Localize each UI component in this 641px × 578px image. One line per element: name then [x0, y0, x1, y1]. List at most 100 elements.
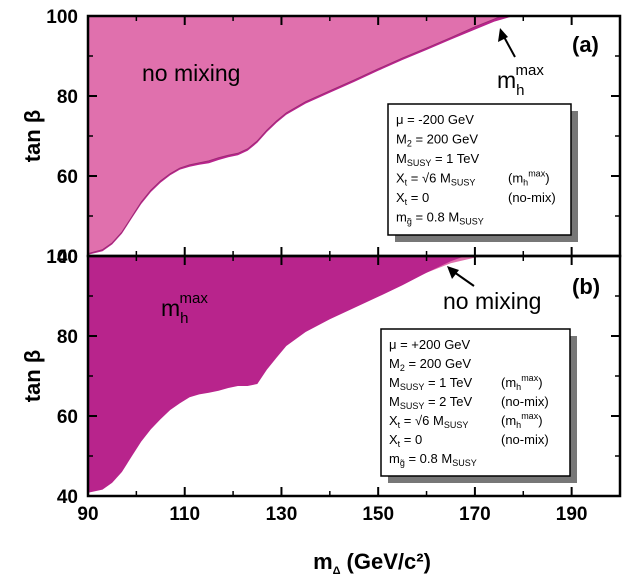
- legend-symbol-sub: SUSY: [407, 158, 432, 168]
- legend-note-sup: max: [528, 169, 546, 179]
- panel-a-y-tick-label: 60: [57, 167, 78, 188]
- legend-note-sub: h: [523, 178, 528, 188]
- legend-symbol-sub: t: [405, 197, 408, 207]
- y-axis-title-b: tan β: [20, 350, 45, 403]
- mhmax-m: m: [161, 295, 180, 321]
- legend-value: = √6 M: [400, 413, 444, 428]
- legend-value: μ = +200 GeV: [389, 337, 471, 352]
- panel-b-legend-row: Xt = 0: [389, 432, 422, 449]
- panel-a-legend-row: mg̃ = 0.8 MSUSY: [396, 210, 484, 227]
- legend-symbol: M: [389, 375, 400, 390]
- mhmax-sup: max: [180, 290, 209, 307]
- legend-symbol: m: [396, 210, 407, 225]
- x-tick-label: 130: [266, 504, 298, 525]
- panel-a-legend-row: μ = -200 GeV: [396, 112, 474, 127]
- panel-a-legend-box: [387, 103, 572, 236]
- legend-value: = √6 M: [407, 171, 451, 186]
- legend-symbol: X: [396, 171, 405, 186]
- legend-symbol-sub: 2: [400, 363, 405, 373]
- panel-b-legend-note: (mhmax): [501, 373, 543, 392]
- legend-note-sup: max: [521, 373, 539, 383]
- legend-symbol-sub: SUSY: [400, 382, 425, 392]
- legend-symbol-sub: t: [405, 178, 408, 188]
- x-tick-label: 150: [362, 504, 394, 525]
- panel-b-legend-note: (no-mix): [501, 394, 549, 409]
- panel-a-mhmax-label: mh max: [497, 62, 544, 99]
- panel-a-tag: (a): [572, 32, 599, 57]
- panel-b-legend-note: (mhmax): [501, 411, 543, 430]
- legend-note-end: ): [538, 375, 542, 390]
- panel-b-legend-row: M2 = 200 GeV: [389, 356, 471, 373]
- legend-symbol-sub: g̃: [400, 458, 405, 468]
- panel-b-y-tick-label: 60: [57, 407, 78, 428]
- legend-value: = 200 GeV: [405, 356, 471, 371]
- legend-value: = 1 TeV: [431, 151, 479, 166]
- panel-a-y-tick-label: 80: [57, 87, 78, 108]
- panel-b-legend-note: (no-mix): [501, 432, 549, 447]
- panel-a-arrow-line: [502, 34, 516, 58]
- mhmax-sup: max: [516, 62, 545, 79]
- legend-note-text: (m: [501, 413, 516, 428]
- panel-a-legend-note: (no-mix): [508, 190, 556, 205]
- legend-note-end: ): [545, 171, 549, 186]
- panel-b-mhmax-label: mh max: [161, 290, 208, 327]
- panel-a-y-tick-label: 40: [57, 247, 78, 268]
- legend-value: μ = -200 GeV: [396, 112, 474, 127]
- panel-a-legend-note: (mhmax): [508, 169, 550, 188]
- panel-b-legend-row: MSUSY = 2 TeV: [389, 394, 473, 411]
- panel-b-area-mhmax: [88, 256, 466, 493]
- legend-value: = 2 TeV: [424, 394, 472, 409]
- legend-symbol-sub: g̃: [407, 217, 412, 227]
- panel-b-no-mixing-label: no mixing: [443, 288, 541, 314]
- legend-value-sub: SUSY: [459, 217, 484, 227]
- legend-value-sub: SUSY: [452, 458, 477, 468]
- legend-value-sub: SUSY: [451, 178, 476, 188]
- mhmax-m: m: [497, 67, 516, 93]
- panel-a-legend-row: Xt = √6 MSUSY: [396, 171, 475, 188]
- panel-b-legend-box: [380, 328, 571, 477]
- legend-symbol-sub: SUSY: [400, 401, 425, 411]
- legend-symbol: X: [389, 413, 398, 428]
- panel-a-y-tick-label: 100: [46, 7, 78, 28]
- x-tick-label: 170: [459, 504, 491, 525]
- panel-a-area-no-mixing: [88, 16, 502, 255]
- legend-symbol: X: [389, 432, 398, 447]
- x-tick-label: 190: [556, 504, 588, 525]
- legend-symbol: M: [389, 394, 400, 409]
- panel-b-legend-row: Xt = √6 MSUSY: [389, 413, 468, 430]
- panel-a-legend-row: M2 = 200 GeV: [396, 132, 478, 149]
- legend-value: = 0: [400, 432, 422, 447]
- legend-note-text: (no-mix): [501, 394, 549, 409]
- panel-a-legend-row: Xt = 0: [396, 190, 429, 207]
- legend-symbol: M: [396, 132, 407, 147]
- panel-b-legend-row: mg̃ = 0.8 MSUSY: [389, 451, 477, 468]
- legend-note-text: (m: [508, 171, 523, 186]
- legend-value-sub: SUSY: [444, 420, 469, 430]
- legend-symbol-sub: t: [398, 439, 401, 449]
- legend-symbol-sub: 2: [407, 139, 412, 149]
- y-axis-title-a: tan β: [20, 110, 45, 163]
- legend-symbol: m: [389, 451, 400, 466]
- legend-symbol: M: [389, 356, 400, 371]
- legend-note-end: ): [538, 413, 542, 428]
- panel-a-no-mixing-label: no mixing: [142, 60, 240, 86]
- panel-b-y-tick-label: 80: [57, 327, 78, 348]
- x-tick-label: 110: [169, 504, 200, 525]
- legend-value: = 0.8 M: [405, 451, 452, 466]
- legend-value: = 0: [407, 190, 429, 205]
- panel-b-tag: (b): [572, 274, 600, 299]
- legend-value: = 0.8 M: [412, 210, 459, 225]
- legend-note-text: (m: [501, 375, 516, 390]
- panel-a-arrow-head: [498, 28, 508, 42]
- legend-value: = 1 TeV: [424, 375, 472, 390]
- x-axis-title: mΔ (GeV/c²): [313, 549, 431, 577]
- legend-note-sub: h: [516, 420, 521, 430]
- panel-b-legend-row: μ = +200 GeV: [389, 337, 471, 352]
- legend-note-sub: h: [516, 382, 521, 392]
- legend-note-sup: max: [521, 411, 539, 421]
- legend-value: = 200 GeV: [412, 132, 478, 147]
- panel-b-arrow-line: [453, 271, 475, 287]
- x-tick-label: 90: [77, 504, 98, 525]
- panel-b-legend-row: MSUSY = 1 TeV: [389, 375, 473, 392]
